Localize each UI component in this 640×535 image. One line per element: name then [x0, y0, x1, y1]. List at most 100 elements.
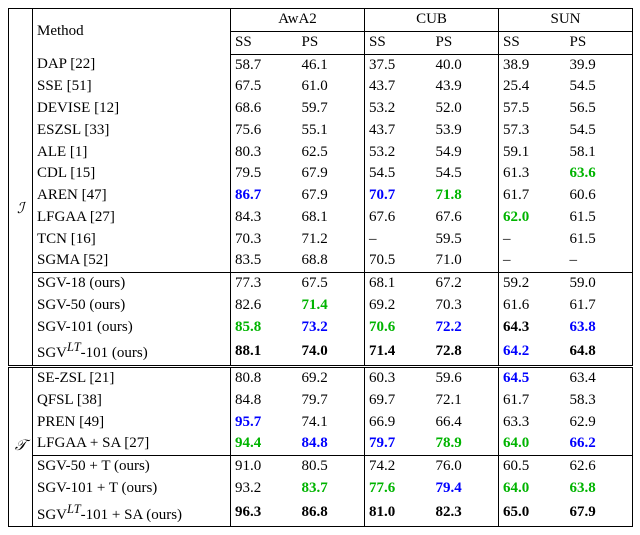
table-cell: 84.8 [231, 390, 298, 412]
table-row: SGMA [52]83.568.870.571.0–– [9, 250, 633, 272]
table-cell: 74.0 [298, 338, 365, 366]
table-cell: 60.3 [365, 367, 432, 390]
table-cell: 55.1 [298, 120, 365, 142]
table-cell: – [365, 229, 432, 251]
table-row: AREN [47]86.767.970.771.861.760.6 [9, 185, 633, 207]
table-cell: 65.0 [499, 500, 566, 527]
table-cell: 70.7 [365, 185, 432, 207]
method-cell: SGV-18 (ours) [33, 273, 231, 295]
method-cell: SGV-50 (ours) [33, 295, 231, 317]
table-row: SGV-18 (ours)77.367.568.167.259.259.0 [9, 273, 633, 295]
table-row: ALE [1]80.362.553.254.959.158.1 [9, 142, 633, 164]
table-cell: 74.1 [298, 412, 365, 434]
col-awa2-ss: SS [231, 31, 298, 54]
table-cell: 67.5 [298, 273, 365, 295]
method-cell: SGV-101 + T (ours) [33, 478, 231, 500]
table-cell: 63.8 [566, 478, 633, 500]
table-row: SGV-101 + T (ours)93.283.777.679.464.063… [9, 478, 633, 500]
table-cell: 69.7 [365, 390, 432, 412]
category-T: 𝒯 [9, 367, 33, 527]
table-cell: 70.3 [432, 295, 499, 317]
table-cell: 63.8 [566, 317, 633, 339]
table-cell: 54.5 [566, 120, 633, 142]
table-cell: 61.3 [499, 163, 566, 185]
table-row: SGV-50 + T (ours)91.080.574.276.060.562.… [9, 456, 633, 478]
method-cell: QFSL [38] [33, 390, 231, 412]
table-cell: 62.9 [566, 412, 633, 434]
table-cell: 59.6 [432, 367, 499, 390]
table-row: TCN [16]70.371.2–59.5–61.5 [9, 229, 633, 251]
table-cell: 84.3 [231, 207, 298, 229]
table-cell: 72.8 [432, 338, 499, 366]
table-row: LFGAA + SA [27]94.484.879.778.964.066.2 [9, 433, 633, 455]
table-cell: 63.4 [566, 367, 633, 390]
table-row: SSE [51]67.561.043.743.925.454.5 [9, 76, 633, 98]
table-cell: 77.6 [365, 478, 432, 500]
table-cell: 93.2 [231, 478, 298, 500]
table-cell: 72.2 [432, 317, 499, 339]
method-cell: SGVLT-101 + SA (ours) [33, 500, 231, 527]
col-cub-ps: PS [432, 31, 499, 54]
table-cell: 80.3 [231, 142, 298, 164]
table-cell: 68.6 [231, 98, 298, 120]
table-cell: – [566, 250, 633, 272]
col-method: Method [33, 9, 231, 55]
table-cell: 58.1 [566, 142, 633, 164]
results-table: Method AwA2 CUB SUN SS PS SS PS SS PS ℐD… [8, 8, 633, 527]
method-cell: DEVISE [12] [33, 98, 231, 120]
table-cell: 76.0 [432, 456, 499, 478]
method-cell: LFGAA + SA [27] [33, 433, 231, 455]
table-cell: 54.5 [432, 163, 499, 185]
table-cell: 69.2 [365, 295, 432, 317]
table-cell: 62.6 [566, 456, 633, 478]
col-awa2: AwA2 [231, 9, 365, 32]
table-cell: 86.7 [231, 185, 298, 207]
table-cell: 66.4 [432, 412, 499, 434]
col-sun: SUN [499, 9, 633, 32]
table-cell: 58.3 [566, 390, 633, 412]
table-cell: 77.3 [231, 273, 298, 295]
table-cell: 64.2 [499, 338, 566, 366]
table-cell: 62.0 [499, 207, 566, 229]
table-cell: 67.2 [432, 273, 499, 295]
table-cell: 68.1 [365, 273, 432, 295]
table-cell: 58.7 [231, 54, 298, 76]
method-cell: PREN [49] [33, 412, 231, 434]
table-cell: – [499, 250, 566, 272]
table-cell: 39.9 [566, 54, 633, 76]
table-cell: 62.5 [298, 142, 365, 164]
table-cell: 79.7 [365, 433, 432, 455]
table-cell: 72.1 [432, 390, 499, 412]
table-cell: 71.4 [298, 295, 365, 317]
method-cell: CDL [15] [33, 163, 231, 185]
table-cell: 79.4 [432, 478, 499, 500]
table-cell: 71.4 [365, 338, 432, 366]
table-cell: 66.2 [566, 433, 633, 455]
method-cell: SE-ZSL [21] [33, 367, 231, 390]
table-cell: 64.0 [499, 433, 566, 455]
table-cell: 54.5 [566, 76, 633, 98]
table-cell: 96.3 [231, 500, 298, 527]
table-cell: 82.3 [432, 500, 499, 527]
method-cell: SGMA [52] [33, 250, 231, 272]
table-cell: 75.6 [231, 120, 298, 142]
method-cell: SSE [51] [33, 76, 231, 98]
table-cell: 54.5 [365, 163, 432, 185]
table-cell: 88.1 [231, 338, 298, 366]
col-awa2-ps: PS [298, 31, 365, 54]
table-cell: 61.7 [566, 295, 633, 317]
table-body: ℐDAP [22]58.746.137.540.038.939.9SSE [51… [9, 54, 633, 527]
method-cell: SGVLT-101 (ours) [33, 338, 231, 366]
table-cell: 82.6 [231, 295, 298, 317]
table-cell: 63.3 [499, 412, 566, 434]
table-cell: 70.6 [365, 317, 432, 339]
table-cell: 85.8 [231, 317, 298, 339]
method-cell: AREN [47] [33, 185, 231, 207]
table-cell: 52.0 [432, 98, 499, 120]
table-row: SGV-101 (ours)85.873.270.672.264.363.8 [9, 317, 633, 339]
table-row: ESZSL [33]75.655.143.753.957.354.5 [9, 120, 633, 142]
table-row: DEVISE [12]68.659.753.252.057.556.5 [9, 98, 633, 120]
table-cell: 56.5 [566, 98, 633, 120]
table-cell: 83.7 [298, 478, 365, 500]
table-cell: 80.8 [231, 367, 298, 390]
